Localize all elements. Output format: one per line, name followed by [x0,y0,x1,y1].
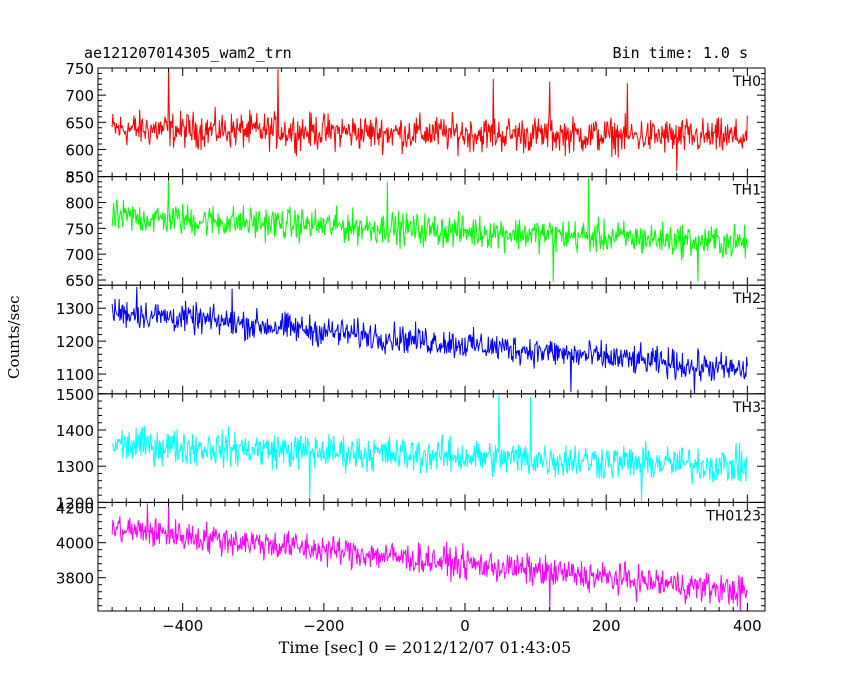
x-axis-label: Time [sec] 0 = 2012/12/07 01:43:05 [278,638,572,657]
y-tick-label: 550 [65,169,94,187]
x-tick-label: 400 [733,617,762,635]
panel-label-th1: TH1 [732,183,761,199]
y-tick-label: 750 [65,60,94,78]
y-tick-label: 650 [65,114,94,132]
y-tick-label: 1400 [56,422,94,440]
panel-label-th2: TH2 [732,291,761,307]
panel-label-th0: TH0 [732,74,761,90]
panel-frame-th0 [97,67,766,178]
y-tick-label: 1500 [56,386,94,404]
y-tick-label: 700 [65,246,94,264]
x-tick-label: 200 [592,617,621,635]
y-tick-label: 1300 [56,300,94,318]
x-tick-label: 0 [460,617,470,635]
y-tick-label: 650 [65,272,94,290]
series-line-th0123 [111,503,748,611]
y-tick-label: 750 [65,220,94,238]
series-line-th3 [111,393,748,502]
x-tick-label: −200 [303,617,344,635]
x-tick-label: −400 [162,617,203,635]
panel-label-th3: TH3 [732,400,761,416]
y-tick-label: 700 [65,87,94,105]
y-tick-label: 1100 [56,366,94,384]
panel-label-th0123: TH0123 [705,508,761,524]
y-tick-label: 1200 [56,333,94,351]
bin-time-label: Bin time: 1.0 s [612,44,748,62]
chart-title: ae121207014305_wam2_trn [84,44,292,62]
y-tick-label: 1200 [56,494,94,512]
series-line-th1 [111,177,748,282]
series-line-th2 [111,286,748,394]
y-tick-label: 3800 [56,570,94,588]
y-tick-label: 600 [65,141,94,159]
y-tick-label: 1300 [56,458,94,476]
panel-frame-th2 [97,284,766,395]
panel-frame-th0123 [97,501,766,612]
series-line-th0 [111,69,748,172]
y-tick-label: 4000 [56,535,94,553]
y-tick-label: 800 [65,194,94,212]
y-tick-label: 4200 [56,500,94,518]
y-tick-label: 850 [65,169,94,187]
y-axis-label: Counts/sec [5,295,23,379]
